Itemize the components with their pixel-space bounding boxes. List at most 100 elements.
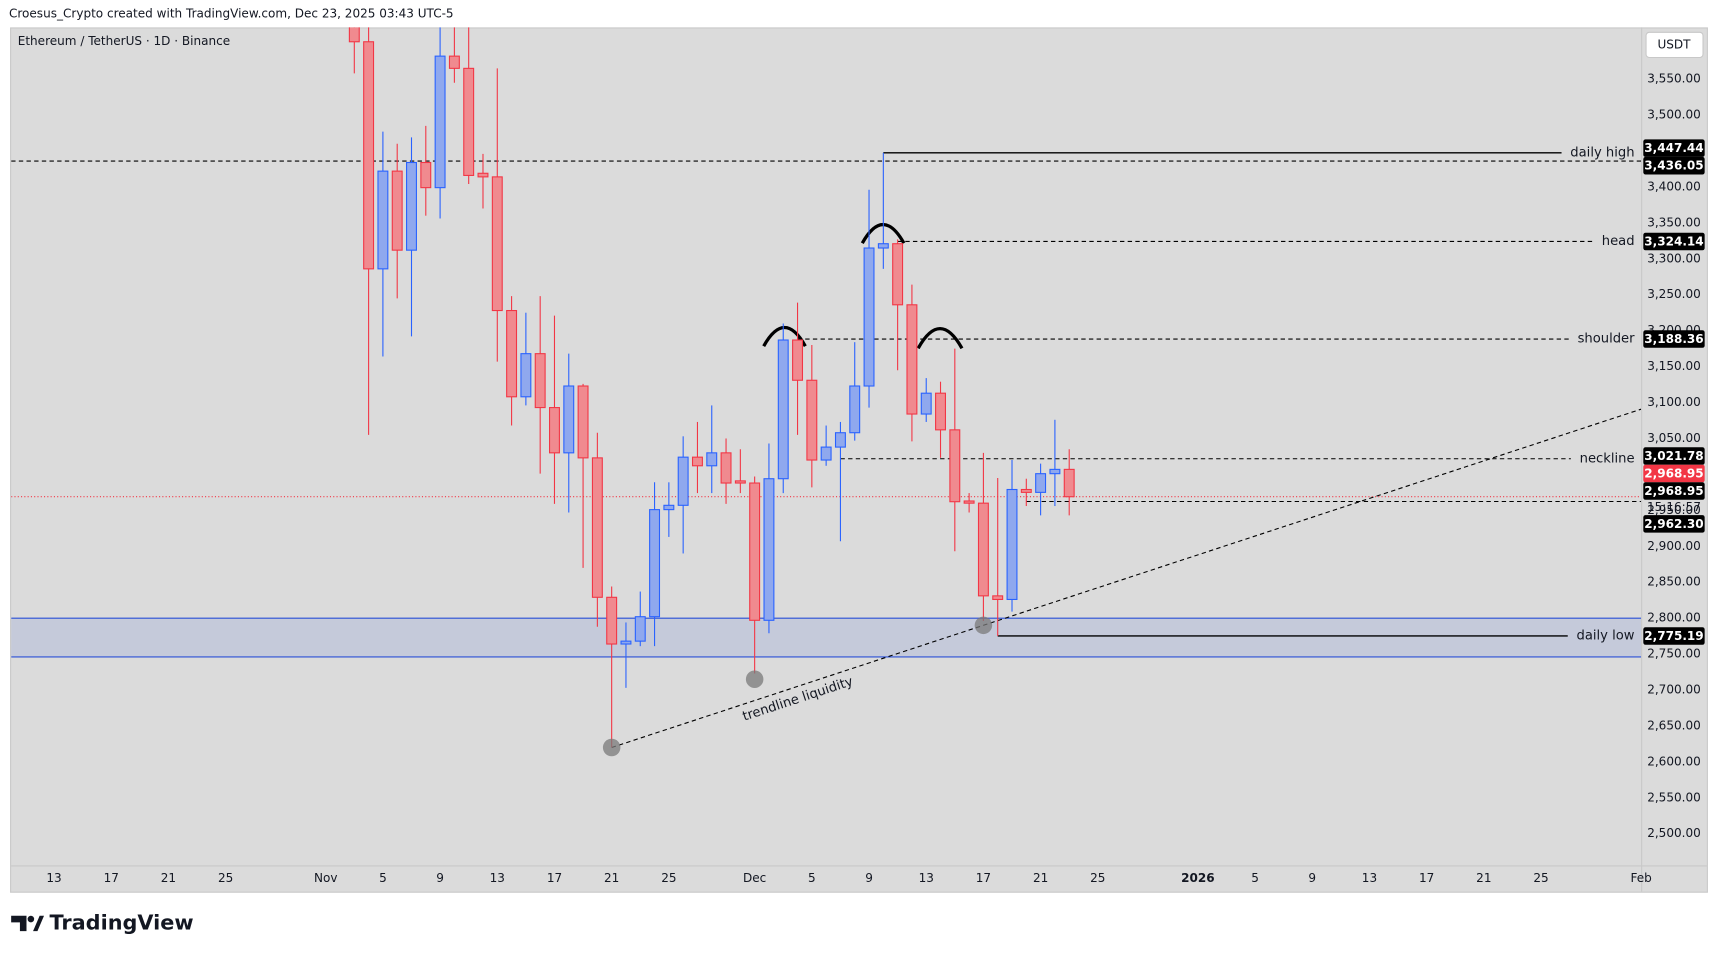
price-box — [1643, 447, 1705, 465]
candle-body — [663, 504, 675, 511]
x-tick-label: 17 — [547, 871, 562, 885]
logo-slash — [33, 915, 45, 932]
price-box-label: 3,447.44 — [1644, 141, 1703, 155]
countdown: 15:16:57 — [1647, 500, 1701, 514]
candle-body — [1020, 488, 1032, 493]
y-tick-label: 3,400.00 — [1647, 179, 1701, 193]
candle-body — [377, 170, 389, 270]
x-tick-label: 21 — [1033, 871, 1048, 885]
x-tick-label: 13 — [46, 871, 61, 885]
y-tick-label: 3,250.00 — [1647, 287, 1701, 301]
price-box-label: 3,188.36 — [1644, 332, 1703, 346]
candle-body — [691, 456, 703, 467]
y-tick-label: 3,500.00 — [1647, 108, 1701, 122]
x-tick-label: Nov — [314, 871, 337, 885]
price-box-label: 2,962.30 — [1644, 517, 1703, 531]
candle-body — [720, 452, 732, 484]
x-tick-label: 21 — [161, 871, 176, 885]
candle-body — [491, 176, 503, 312]
x-tick-label: 25 — [218, 871, 233, 885]
price-box-label: 3,324.14 — [1644, 234, 1703, 248]
candle-body — [534, 353, 546, 409]
candle-body — [763, 478, 775, 621]
y-tick-label: 3,350.00 — [1647, 215, 1701, 229]
x-tick-label: 13 — [1362, 871, 1377, 885]
level-label: shoulder — [1578, 332, 1636, 347]
right-shoulder-arc — [916, 327, 964, 350]
price-box-label: 3,021.78 — [1644, 449, 1703, 463]
candle-body — [477, 172, 489, 178]
x-tick-label: 5 — [1251, 871, 1259, 885]
x-tick-label: 25 — [1533, 871, 1548, 885]
x-tick-label: 13 — [490, 871, 505, 885]
y-tick-label: 3,550.00 — [1647, 72, 1701, 86]
candle-body — [777, 339, 789, 480]
candle-body — [634, 616, 646, 642]
x-tick-label: 5 — [379, 871, 387, 885]
candle-body — [1049, 468, 1061, 475]
candle-body — [935, 392, 946, 431]
y-tick-label: 2,750.00 — [1647, 647, 1701, 661]
candle-body — [591, 457, 603, 598]
x-tick-label: 9 — [436, 871, 444, 885]
candle-body — [706, 452, 718, 467]
x-tick-label: 9 — [865, 871, 873, 885]
candle-body — [1006, 488, 1018, 601]
candle-body — [992, 595, 1004, 601]
y-tick-label: 2,900.00 — [1647, 539, 1701, 553]
y-tick-label: 2,650.00 — [1647, 718, 1701, 732]
currency-label[interactable]: USDT — [1657, 37, 1691, 51]
candle-body — [506, 309, 518, 398]
price-box — [1643, 482, 1705, 500]
candle-body — [1035, 473, 1047, 493]
x-tick-label: 25 — [1090, 871, 1105, 885]
logo-mark — [11, 915, 27, 932]
candle-body — [391, 170, 403, 251]
candle-body — [834, 432, 846, 448]
y-tick-label: 2,550.00 — [1647, 790, 1701, 804]
price-box — [1643, 156, 1705, 175]
price-box — [1643, 330, 1705, 348]
candle-body — [434, 55, 446, 189]
level-label: daily low — [1577, 628, 1635, 643]
candle-body — [906, 304, 918, 415]
price-box-label: 3,436.05 — [1644, 159, 1703, 173]
candle-body — [892, 243, 904, 306]
chart-background — [10, 27, 1708, 893]
x-tick-label: 25 — [661, 871, 676, 885]
candle-body — [792, 339, 804, 381]
currency-button[interactable] — [1645, 31, 1704, 59]
price-box — [1643, 627, 1705, 645]
x-tick-label: 17 — [1419, 871, 1434, 885]
candle-body — [649, 509, 661, 618]
candle-body — [463, 67, 475, 176]
candle-body — [448, 55, 460, 69]
candle-body — [563, 385, 575, 454]
y-tick-label: 2,500.00 — [1647, 826, 1701, 840]
x-tick-label: 17 — [104, 871, 119, 885]
level-label: daily high — [1570, 145, 1634, 160]
price-box-label: 2,968.95 — [1644, 467, 1703, 481]
header: Croesus_Crypto created with TradingView.… — [9, 7, 454, 21]
price-box — [1643, 139, 1705, 157]
y-tick-label: 3,300.00 — [1647, 251, 1701, 265]
candle-body — [849, 385, 861, 434]
price-box — [1643, 515, 1705, 533]
liquidity-point — [602, 738, 621, 757]
candle-body — [949, 429, 961, 503]
candle-body — [363, 41, 375, 270]
x-tick-label: 17 — [976, 871, 991, 885]
candle-body — [1063, 468, 1075, 498]
candle-body — [820, 446, 832, 461]
liquidity-zone — [11, 618, 1642, 657]
x-tick-label: Feb — [1630, 871, 1651, 885]
y-tick-label: 3,100.00 — [1647, 395, 1701, 409]
candle-body — [577, 385, 589, 459]
price-box-label: 2,775.19 — [1644, 629, 1703, 643]
x-tick-label: 9 — [1308, 871, 1316, 885]
y-tick-label: 2,850.00 — [1647, 575, 1701, 589]
y-tick-label: 2,950.00 — [1647, 503, 1701, 517]
x-tick-label: 5 — [808, 871, 816, 885]
